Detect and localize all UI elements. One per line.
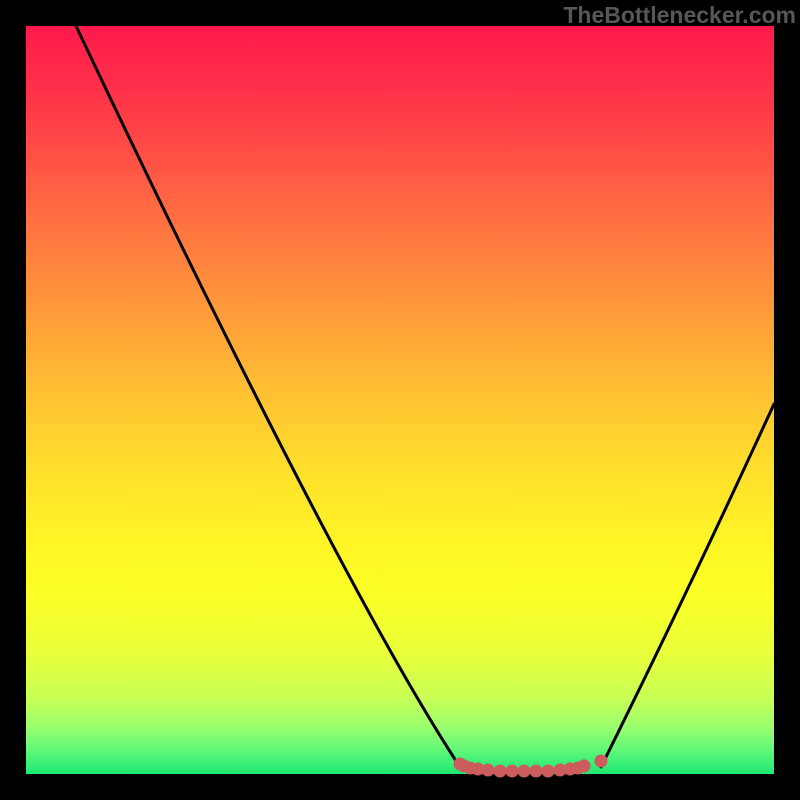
chart-svg bbox=[26, 26, 774, 774]
marker-dot bbox=[494, 765, 507, 778]
marker-dot bbox=[482, 764, 495, 777]
curve-line bbox=[601, 404, 774, 767]
marker-dot bbox=[578, 760, 591, 773]
watermark-text: TheBottlenecker.com bbox=[563, 2, 796, 29]
curve-line bbox=[76, 26, 460, 767]
marker-dot bbox=[518, 765, 531, 778]
marker-dot bbox=[542, 765, 555, 778]
plot-area bbox=[26, 26, 774, 774]
marker-dot bbox=[506, 765, 519, 778]
chart-frame: TheBottlenecker.com bbox=[0, 0, 800, 800]
marker-dot bbox=[530, 765, 543, 778]
marker-dot bbox=[595, 755, 608, 768]
